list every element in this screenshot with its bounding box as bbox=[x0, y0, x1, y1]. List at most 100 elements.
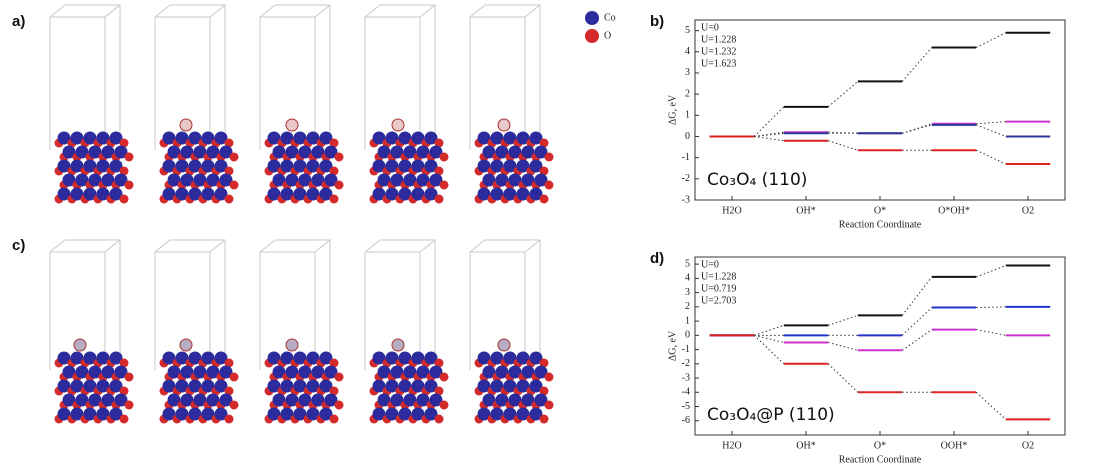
cell-box bbox=[50, 240, 120, 370]
o-atom bbox=[330, 415, 339, 424]
y-tick-label: 5 bbox=[685, 258, 690, 269]
connector bbox=[976, 307, 1006, 308]
x-tick-label: O* bbox=[874, 440, 886, 451]
connector bbox=[976, 330, 1006, 336]
connector bbox=[902, 308, 932, 336]
connector bbox=[754, 136, 784, 140]
o-atom bbox=[225, 195, 234, 204]
adsorbate bbox=[180, 119, 192, 131]
y-tick-label: 1 bbox=[685, 315, 690, 326]
adsorbate bbox=[286, 339, 298, 351]
o-atom bbox=[440, 153, 449, 162]
o-atom bbox=[435, 415, 444, 424]
y-tick-label: -5 bbox=[682, 401, 690, 412]
panel-label: a) bbox=[12, 13, 25, 30]
x-tick-label: H2O bbox=[722, 440, 741, 451]
y-tick-label: -2 bbox=[682, 358, 690, 369]
y-tick-label: 2 bbox=[685, 301, 690, 312]
panel-label: d) bbox=[650, 250, 664, 267]
o-atom bbox=[330, 195, 339, 204]
o-atom bbox=[125, 373, 134, 382]
y-tick-label: 0 bbox=[685, 330, 690, 341]
legend-label: U=2.703 bbox=[701, 295, 736, 306]
figure: a) c) Co O b)-3-2-1012345ΔG, eVReaction … bbox=[0, 0, 1094, 470]
o-atom bbox=[120, 195, 129, 204]
adsorbate bbox=[74, 339, 86, 351]
x-tick-label: O*OH* bbox=[938, 205, 970, 216]
o-atom bbox=[540, 195, 549, 204]
y-tick-label: 5 bbox=[685, 25, 690, 36]
y-tick-label: -2 bbox=[682, 173, 690, 184]
connector bbox=[828, 315, 858, 325]
y-tick-label: -4 bbox=[682, 387, 690, 398]
connector bbox=[976, 125, 1006, 137]
o-atom bbox=[335, 401, 344, 410]
o-atom bbox=[545, 153, 554, 162]
connector bbox=[828, 81, 858, 106]
adsorbate bbox=[392, 339, 404, 351]
connector bbox=[902, 277, 932, 315]
connector bbox=[754, 107, 784, 137]
legend-label: Co bbox=[604, 12, 616, 23]
o-atom bbox=[545, 401, 554, 410]
o-atom bbox=[545, 373, 554, 382]
connector bbox=[754, 325, 784, 335]
legend-label: U=1.228 bbox=[701, 271, 736, 282]
legend-label: U=0 bbox=[701, 259, 719, 270]
y-tick-label: 1 bbox=[685, 110, 690, 121]
x-tick-label: O2 bbox=[1022, 440, 1034, 451]
y-tick-label: -3 bbox=[682, 372, 690, 383]
o-atom-key bbox=[585, 29, 599, 43]
connector bbox=[902, 330, 932, 351]
o-atom bbox=[335, 181, 344, 190]
legend-label: O bbox=[604, 30, 611, 41]
o-atom bbox=[120, 415, 129, 424]
y-tick-label: 4 bbox=[685, 46, 690, 57]
legend-label: U=0 bbox=[701, 22, 719, 33]
y-tick-label: 3 bbox=[685, 67, 690, 78]
annotation: Co₃O₄ (110) bbox=[707, 170, 807, 190]
legend-label: U=1.623 bbox=[701, 58, 736, 69]
x-axis-label: Reaction Coordinate bbox=[839, 219, 922, 230]
o-atom bbox=[230, 373, 239, 382]
legend-label: U=1.228 bbox=[701, 34, 736, 45]
o-atom bbox=[225, 415, 234, 424]
cell-box bbox=[155, 240, 225, 370]
x-tick-label: O* bbox=[874, 205, 886, 216]
cell-box bbox=[50, 5, 120, 150]
o-atom bbox=[335, 153, 344, 162]
y-tick-label: 2 bbox=[685, 88, 690, 99]
y-tick-label: 4 bbox=[685, 273, 690, 284]
o-atom bbox=[435, 195, 444, 204]
annotation: Co₃O₄@P (110) bbox=[707, 405, 835, 425]
connector bbox=[976, 392, 1006, 419]
y-tick-label: 0 bbox=[685, 131, 690, 142]
o-atom bbox=[440, 181, 449, 190]
o-atom bbox=[545, 181, 554, 190]
adsorbate bbox=[180, 339, 192, 351]
connector bbox=[754, 335, 784, 363]
o-atom bbox=[335, 373, 344, 382]
connector bbox=[828, 141, 858, 151]
connector bbox=[976, 33, 1006, 48]
y-axis-label: ΔG, eV bbox=[667, 94, 678, 125]
o-atom bbox=[125, 153, 134, 162]
connector bbox=[828, 342, 858, 350]
adsorbate bbox=[392, 119, 404, 131]
o-atom bbox=[125, 401, 134, 410]
x-tick-label: H2O bbox=[722, 205, 741, 216]
connector bbox=[754, 133, 784, 136]
x-tick-label: O2 bbox=[1022, 205, 1034, 216]
adsorbate bbox=[498, 339, 510, 351]
adsorbate bbox=[286, 119, 298, 131]
adsorbate bbox=[498, 119, 510, 131]
connector bbox=[976, 150, 1006, 164]
y-tick-label: -6 bbox=[682, 415, 690, 426]
x-tick-label: OH* bbox=[796, 205, 815, 216]
x-tick-label: OOH* bbox=[941, 440, 968, 451]
y-tick-label: -1 bbox=[682, 152, 690, 163]
panel-label: b) bbox=[650, 13, 664, 30]
connector bbox=[976, 266, 1006, 277]
legend-label: U=1.232 bbox=[701, 46, 736, 57]
o-atom bbox=[230, 153, 239, 162]
